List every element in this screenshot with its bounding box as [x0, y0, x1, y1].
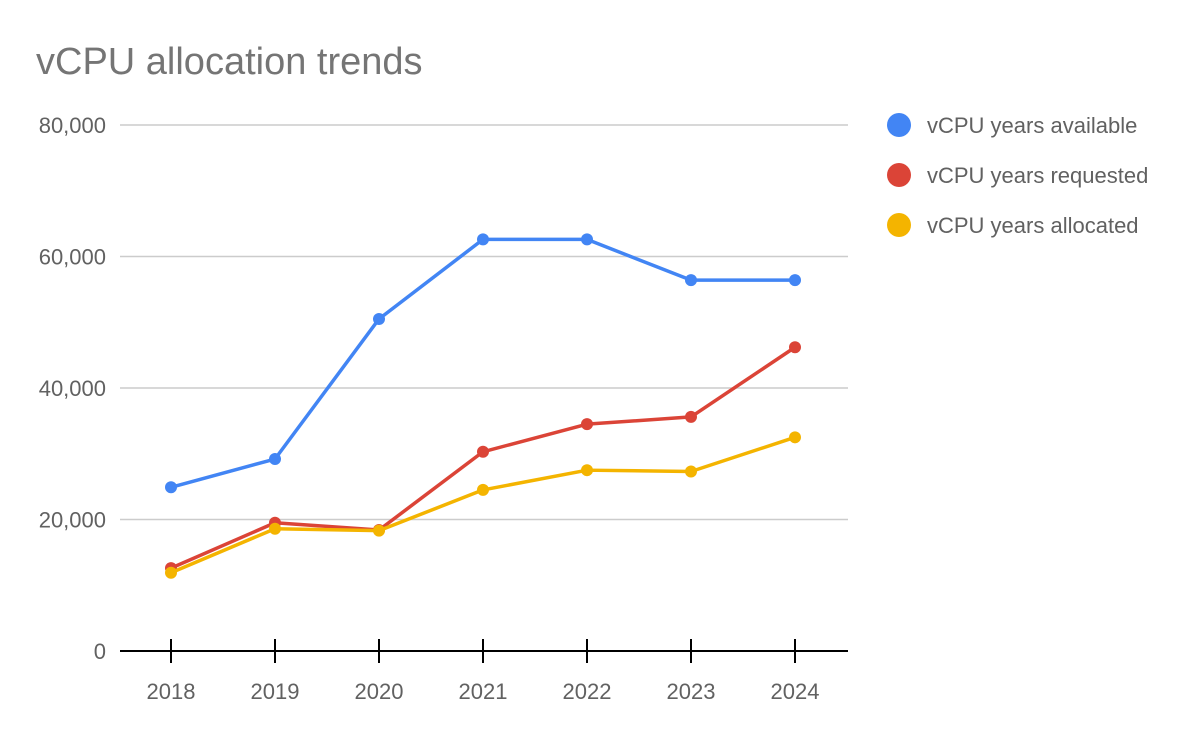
series-1: [165, 233, 801, 494]
data-point: [581, 418, 593, 431]
legend-item: vCPU years requested: [887, 163, 1148, 188]
x-tick-label: 2018: [147, 679, 196, 704]
y-tick-label: 80,000: [39, 113, 106, 138]
data-point: [789, 431, 801, 444]
legend-marker: [887, 213, 911, 237]
legend: vCPU years available vCPU years requested…: [887, 113, 1148, 238]
x-tick-label: 2020: [355, 679, 404, 704]
data-point: [789, 341, 801, 354]
data-point: [685, 410, 697, 423]
data-point: [477, 445, 489, 458]
data-point: [269, 522, 281, 535]
data-point: [581, 233, 593, 246]
y-tick-label: 40,000: [39, 376, 106, 401]
series-lines: [165, 233, 801, 579]
x-tick-label: 2021: [459, 679, 508, 704]
legend-marker: [887, 113, 911, 137]
data-point: [165, 566, 177, 579]
data-point: [373, 524, 385, 537]
y-axis-tick-labels: 0 20,000 40,000 60,000 80,000: [39, 113, 106, 664]
data-point: [477, 483, 489, 496]
legend-label: vCPU years allocated: [927, 213, 1139, 238]
data-point: [165, 481, 177, 494]
x-tick-label: 2019: [251, 679, 300, 704]
legend-label: vCPU years requested: [927, 163, 1148, 188]
data-point: [373, 312, 385, 325]
series-3: [165, 431, 801, 579]
x-tick-label: 2024: [771, 679, 820, 704]
x-axis: 2018 2019 2020 2021 2022 2023 2024: [120, 639, 848, 704]
data-point: [581, 464, 593, 477]
series-2: [165, 341, 801, 575]
legend-item: vCPU years available: [887, 113, 1137, 138]
data-point: [685, 274, 697, 287]
y-tick-label: 20,000: [39, 508, 106, 533]
chart-title: vCPU allocation trends: [36, 41, 423, 83]
data-point: [685, 465, 697, 478]
legend-marker: [887, 163, 911, 187]
y-tick-label: 60,000: [39, 245, 106, 270]
legend-item: vCPU years allocated: [887, 213, 1139, 238]
data-point: [789, 274, 801, 287]
data-point: [269, 453, 281, 466]
y-tick-label: 0: [94, 639, 106, 664]
gridlines: [120, 124, 848, 521]
legend-label: vCPU years available: [927, 113, 1137, 138]
x-tick-label: 2022: [563, 679, 612, 704]
data-point: [477, 233, 489, 246]
x-tick-label: 2023: [667, 679, 716, 704]
